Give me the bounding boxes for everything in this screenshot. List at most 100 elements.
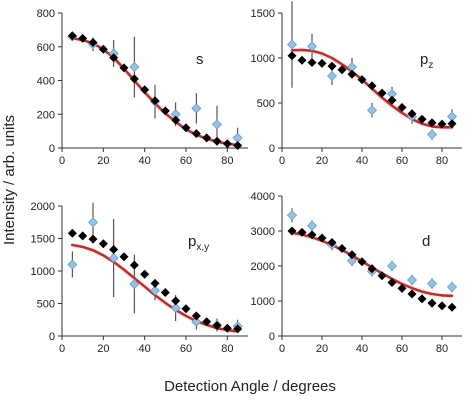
calculated-point bbox=[317, 233, 327, 243]
calculated-point bbox=[297, 55, 307, 65]
calculated-point bbox=[297, 227, 307, 237]
calculated-point bbox=[427, 298, 437, 308]
calculated-point bbox=[119, 252, 129, 262]
x-tick-label: 20 bbox=[316, 155, 328, 167]
measured-point bbox=[287, 210, 297, 221]
calculated-point bbox=[212, 136, 222, 146]
calculated-point bbox=[347, 250, 357, 260]
calculated-point bbox=[222, 139, 232, 149]
calculated-point bbox=[357, 75, 367, 85]
measured-point bbox=[108, 253, 119, 263]
panel-2: 0 500 1000 1500 0 20 40 60 80 pz bbox=[251, 1, 462, 167]
x-tick-label: 0 bbox=[59, 343, 65, 355]
panel-label: px,y bbox=[188, 233, 209, 253]
calculated-point bbox=[98, 239, 108, 249]
calculated-point bbox=[181, 304, 191, 314]
measured-point bbox=[427, 278, 437, 289]
calculated-point bbox=[377, 271, 387, 281]
y-tick-label: 0 bbox=[269, 331, 275, 343]
calculated-point bbox=[287, 226, 297, 236]
calculated-point bbox=[140, 269, 150, 279]
measured-point bbox=[347, 255, 357, 266]
x-tick-label: 20 bbox=[97, 343, 109, 355]
measured-point bbox=[307, 41, 317, 52]
x-tick-label: 40 bbox=[139, 343, 151, 355]
measured-point bbox=[191, 316, 202, 327]
measured-point bbox=[67, 259, 78, 270]
calculated-point bbox=[191, 311, 201, 321]
y-tick-label: 400 bbox=[37, 76, 55, 88]
x-tick-label: 60 bbox=[180, 155, 192, 167]
x-tick-label: 80 bbox=[221, 155, 233, 167]
y-tick-label: 600 bbox=[37, 42, 55, 54]
x-tick-label: 60 bbox=[180, 343, 192, 355]
measured-point bbox=[129, 279, 140, 289]
y-tick-label: 1000 bbox=[251, 296, 275, 308]
calculated-point bbox=[109, 53, 119, 63]
calculated-point bbox=[317, 58, 327, 68]
calculated-point bbox=[222, 323, 232, 333]
calculated-point bbox=[202, 133, 212, 143]
measured-point bbox=[129, 62, 140, 72]
y-tick-label: 4000 bbox=[251, 191, 275, 203]
panel-label: d bbox=[422, 233, 430, 250]
calculated-point bbox=[437, 301, 447, 311]
calculated-point bbox=[387, 95, 397, 105]
x-axis-label: Detection Angle / degrees bbox=[164, 378, 336, 395]
measured-point bbox=[387, 261, 397, 271]
calculated-point bbox=[129, 260, 139, 270]
measured-point bbox=[88, 217, 98, 228]
panel-label: s bbox=[196, 51, 204, 68]
panel-3: 0 500 1000 1500 2000 0 20 40 60 80 px,y bbox=[31, 201, 248, 355]
y-tick-label: 1500 bbox=[31, 234, 55, 246]
calculated-point bbox=[150, 96, 160, 106]
calculated-point bbox=[287, 51, 297, 61]
calculated-point bbox=[407, 289, 417, 299]
x-tick-label: 40 bbox=[356, 155, 368, 167]
y-tick-label: 0 bbox=[269, 143, 275, 155]
calculated-point bbox=[337, 244, 347, 253]
calculated-point bbox=[427, 118, 437, 128]
calculated-point bbox=[78, 231, 88, 241]
x-tick-label: 40 bbox=[356, 343, 368, 355]
panel-label-main: s bbox=[196, 51, 204, 68]
measured-point bbox=[327, 71, 337, 81]
y-tick-label: 500 bbox=[37, 299, 55, 311]
calculated-point bbox=[171, 296, 181, 306]
calculated-point bbox=[88, 234, 98, 244]
y-tick-label: 2000 bbox=[251, 261, 275, 273]
measured-point bbox=[191, 103, 202, 114]
panel-label-main: p bbox=[420, 51, 428, 68]
measured-point bbox=[150, 285, 160, 296]
calculated-point bbox=[387, 277, 397, 287]
measured-point bbox=[427, 129, 437, 140]
calculated-point bbox=[109, 245, 119, 255]
y-axis-label: Intensity / arb. units bbox=[1, 115, 18, 245]
calculated-point bbox=[407, 109, 417, 119]
calculated-point bbox=[171, 115, 181, 125]
calculated-point bbox=[447, 302, 457, 312]
panel-label-subscript: x,y bbox=[196, 242, 209, 253]
measured-point bbox=[212, 119, 222, 130]
calculated-point bbox=[67, 228, 77, 238]
calculated-point bbox=[181, 123, 191, 133]
calculated-point bbox=[437, 119, 447, 129]
y-tick-label: 500 bbox=[257, 98, 275, 110]
calculated-point bbox=[397, 283, 407, 293]
y-tick-label: 200 bbox=[37, 109, 55, 121]
y-tick-label: 800 bbox=[37, 8, 55, 20]
x-tick-label: 80 bbox=[436, 155, 448, 167]
calculated-point bbox=[347, 69, 357, 79]
calculated-point bbox=[337, 65, 347, 75]
measured-point bbox=[367, 105, 377, 116]
calculated-point bbox=[119, 63, 129, 73]
calculated-point bbox=[212, 321, 222, 331]
x-tick-label: 20 bbox=[97, 155, 109, 167]
calculated-point bbox=[191, 129, 201, 139]
calculated-point bbox=[417, 294, 427, 304]
calculated-point bbox=[140, 85, 150, 95]
calculated-point bbox=[447, 119, 457, 129]
calculated-point bbox=[150, 278, 160, 288]
